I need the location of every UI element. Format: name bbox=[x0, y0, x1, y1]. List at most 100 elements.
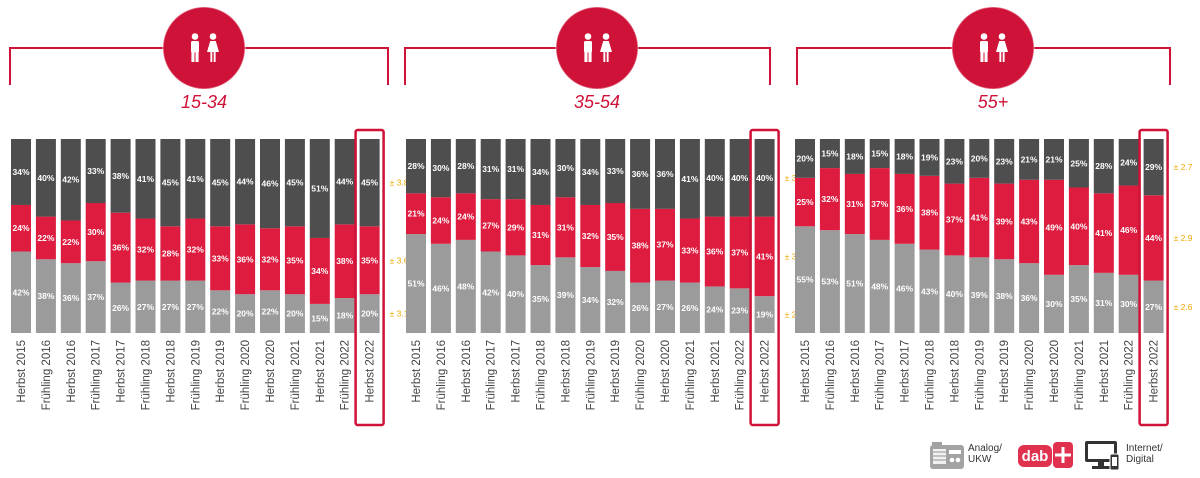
bar-segment-analog bbox=[1044, 274, 1064, 333]
category-label: Frühling 2022 bbox=[340, 340, 352, 410]
data-label: 23% bbox=[996, 156, 1013, 166]
bar-segment-analog bbox=[406, 234, 426, 333]
bar-segment-internet bbox=[185, 139, 206, 219]
data-label: 29% bbox=[1145, 162, 1162, 172]
data-label: 31% bbox=[1095, 298, 1112, 308]
bar-stack: 38% 39% 23% bbox=[994, 139, 1015, 333]
data-label: 20% bbox=[361, 309, 378, 319]
data-label: 44% bbox=[1145, 233, 1162, 243]
category-label: Herbst 2020 bbox=[660, 340, 672, 403]
bar-segment-dab bbox=[455, 193, 476, 240]
bar-stack: 27% 32% 41% bbox=[135, 139, 156, 333]
category-label: Frühling 2017 bbox=[91, 340, 103, 410]
bar-segment-internet bbox=[844, 139, 865, 174]
data-label: 37% bbox=[871, 199, 888, 209]
bar-stack: 20% 36% 44% bbox=[235, 139, 256, 333]
category-label: Frühling 2019 bbox=[974, 340, 986, 410]
category-label: Frühling 2018 bbox=[536, 340, 548, 410]
category-label: Frühling 2017 bbox=[875, 340, 887, 410]
bar-segment-analog bbox=[334, 298, 355, 333]
category-label: Herbst 2022 bbox=[365, 340, 377, 403]
data-label: 23% bbox=[946, 156, 963, 166]
category-label: Herbst 2021 bbox=[710, 340, 722, 403]
adult-couple-icon bbox=[555, 6, 639, 90]
data-label: 34% bbox=[532, 167, 549, 177]
bar-segment-analog bbox=[754, 296, 775, 333]
data-label: 32% bbox=[607, 297, 624, 307]
data-label: 46% bbox=[432, 283, 449, 293]
bar-segment-internet bbox=[135, 139, 156, 219]
bar-segment-dab bbox=[1093, 193, 1114, 273]
bar-segment-dab bbox=[530, 204, 551, 266]
bar-segment-dab bbox=[894, 173, 915, 244]
bar-segment-analog bbox=[11, 251, 31, 333]
bar-segment-internet bbox=[795, 139, 815, 178]
bar-segment-analog bbox=[430, 243, 451, 333]
data-label: 36% bbox=[632, 169, 649, 179]
chart-panel-1: 15-34 42% 24% 34% Herbst 2015 38% 22% 40% Frühli… bbox=[9, 6, 409, 427]
category-label: Frühling 2021 bbox=[1074, 340, 1086, 410]
bar-segment-analog bbox=[655, 280, 675, 333]
data-label: 19% bbox=[756, 310, 773, 320]
bar-segment-dab bbox=[235, 224, 256, 295]
data-label: 18% bbox=[846, 151, 863, 161]
data-label: 24% bbox=[432, 215, 449, 225]
data-label: 41% bbox=[1095, 228, 1112, 238]
data-label: 28% bbox=[407, 161, 424, 171]
bar-segment-analog bbox=[1068, 265, 1089, 333]
data-label: 44% bbox=[336, 177, 353, 187]
data-label: 32% bbox=[187, 245, 204, 255]
category-label: Herbst 2017 bbox=[116, 340, 128, 403]
bar-segment-dab bbox=[309, 237, 330, 304]
category-label: Frühling 2020 bbox=[635, 340, 647, 410]
bar-stack: 48% 37% 15% bbox=[869, 139, 890, 333]
bar-segment-analog bbox=[135, 280, 156, 333]
data-label: 28% bbox=[457, 161, 474, 171]
bar-segment-dab bbox=[135, 218, 156, 281]
bar-segment-dab bbox=[1068, 187, 1089, 266]
category-label: Herbst 2022 bbox=[760, 340, 772, 403]
data-label: 15% bbox=[871, 149, 888, 159]
data-label: 42% bbox=[482, 287, 499, 297]
data-label: 40% bbox=[706, 173, 723, 183]
bar-segment-dab bbox=[60, 220, 81, 264]
data-label: 22% bbox=[62, 237, 79, 247]
data-label: 38% bbox=[336, 256, 353, 266]
bar-stack: 19% 41% 40% bbox=[754, 139, 775, 333]
data-label: 21% bbox=[1045, 154, 1062, 164]
data-label: 34% bbox=[582, 167, 599, 177]
bar-stack: 22% 32% 46% bbox=[260, 139, 280, 333]
bar-segment-internet bbox=[1019, 139, 1040, 180]
bar-stack: 36% 22% 42% bbox=[60, 139, 81, 333]
bar-segment-dab bbox=[260, 228, 280, 291]
bar-stack: 30% 49% 21% bbox=[1044, 139, 1064, 333]
bar-stack: 27% 28% 45% bbox=[160, 139, 181, 333]
data-label: 36% bbox=[706, 247, 723, 257]
bar-segment-analog bbox=[819, 230, 840, 333]
data-label: 36% bbox=[62, 293, 79, 303]
bar-segment-dab bbox=[869, 168, 890, 240]
data-label: 24% bbox=[457, 212, 474, 222]
data-label: 24% bbox=[1120, 157, 1137, 167]
category-label: Frühling 2018 bbox=[141, 340, 153, 410]
data-label: 30% bbox=[1120, 299, 1137, 309]
margin-of-error: ± 3.1 bbox=[785, 173, 804, 183]
bar-segment-analog bbox=[869, 239, 890, 333]
data-label: 51% bbox=[846, 279, 863, 289]
bar-segment-analog bbox=[605, 270, 626, 333]
data-label: 40% bbox=[756, 173, 773, 183]
data-label: 26% bbox=[632, 303, 649, 313]
bar-segment-internet bbox=[630, 139, 651, 209]
bar-stack: 40% 29% 31% bbox=[505, 139, 526, 333]
radio-icon bbox=[930, 442, 964, 469]
bar-segment-analog bbox=[185, 280, 206, 333]
bar-segment-dab bbox=[505, 199, 526, 256]
category-label: Herbst 2018 bbox=[165, 340, 177, 403]
bar-segment-dab bbox=[1019, 179, 1040, 264]
bar-stack: 40% 37% 23% bbox=[944, 139, 965, 333]
data-label: 40% bbox=[946, 289, 963, 299]
bar-segment-internet bbox=[430, 139, 451, 198]
bar-stack: 36% 43% 21% bbox=[1019, 139, 1040, 333]
data-label: 27% bbox=[1145, 302, 1162, 312]
bar-segment-internet bbox=[894, 139, 915, 174]
